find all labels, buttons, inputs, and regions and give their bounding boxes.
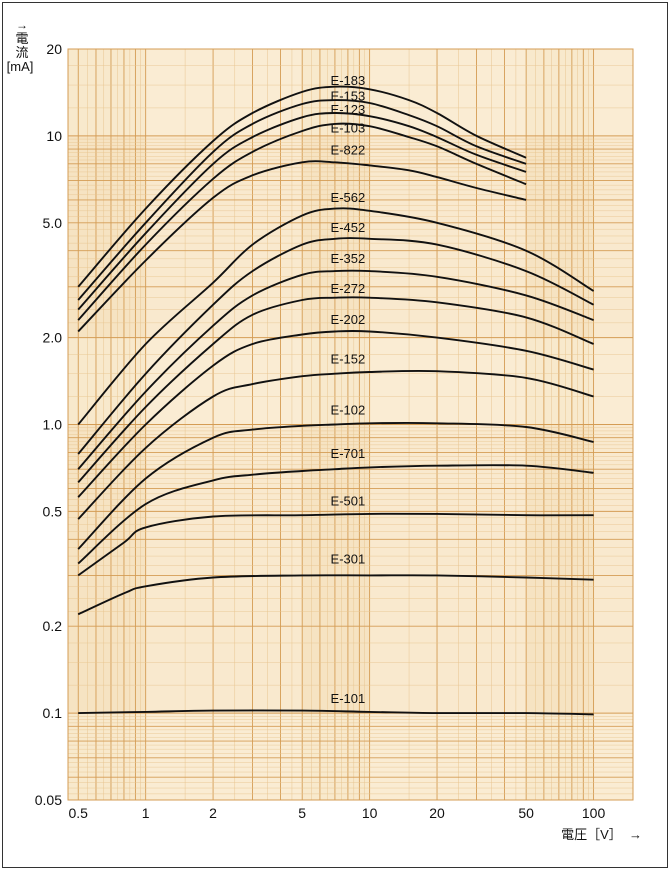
series-label-e-501: E-501 (331, 494, 366, 509)
plot-border (67, 48, 634, 801)
y-tick-label-5: 2.0 (43, 330, 63, 346)
y-axis-unit: [mA] (6, 59, 34, 74)
x-tick-label-7: 100 (582, 805, 606, 821)
y-tick-label-2: 0.2 (43, 618, 63, 634)
y-axis-label-char-2: 流 (15, 45, 29, 60)
series-line-e-701 (77, 464, 594, 565)
series-label-e-101: E-101 (331, 691, 366, 706)
x-tick-label-3: 5 (298, 805, 306, 821)
series-line-e-562 (77, 207, 595, 426)
series-label-e-103: E-103 (331, 121, 366, 136)
tick-label-layer: 0.5 1 2 5 10 20 50 100 0.05 0.1 0.2 0.5 1.0 2.0 5.0 10 2… (35, 41, 606, 821)
series-label-e-183: E-183 (331, 73, 366, 88)
y-tick-label-1: 0.1 (43, 705, 63, 721)
series-label-e-822: E-822 (331, 142, 366, 157)
y-axis-label: → 電 流 [mA] (4, 18, 40, 74)
series-label-e-352: E-352 (331, 251, 366, 266)
y-tick-label-6: 5.0 (43, 215, 63, 231)
x-tick-label-1: 1 (142, 805, 150, 821)
series-line-e-822 (77, 160, 527, 333)
y-tick-label-7: 10 (46, 128, 62, 144)
series-line-e-501 (77, 512, 594, 577)
x-axis-arrow-icon: → (625, 827, 642, 842)
series-label-e-272: E-272 (331, 281, 366, 296)
series-line-e-103 (77, 122, 527, 321)
x-axis-label: 電圧［V］ (561, 827, 622, 842)
x-tick-label-6: 50 (518, 805, 534, 821)
y-tick-label-3: 0.5 (43, 503, 63, 519)
x-tick-label-0: 0.5 (69, 805, 89, 821)
series-line-e-272 (77, 296, 594, 484)
series-label-e-202: E-202 (331, 312, 366, 327)
series-line-e-153 (77, 99, 527, 301)
x-tick-label-2: 2 (209, 805, 217, 821)
series-line-e-352 (77, 269, 594, 470)
y-band-0 (68, 713, 633, 800)
series-label-e-153: E-153 (331, 88, 366, 103)
curve-layer (77, 85, 595, 716)
x-axis-label-block: 電圧［V］ → (561, 824, 642, 843)
series-line-e-123 (77, 112, 527, 311)
series-label-e-102: E-102 (331, 402, 366, 417)
series-line-e-452 (77, 237, 595, 455)
series-line-e-202 (77, 329, 594, 498)
series-line-e-101 (78, 709, 594, 716)
series-label-e-123: E-123 (331, 102, 366, 117)
series-line-e-102 (77, 421, 594, 550)
series-label-e-562: E-562 (331, 190, 366, 205)
series-label-e-701: E-701 (331, 446, 366, 461)
series-label-e-301: E-301 (331, 552, 366, 567)
y-band-2 (68, 49, 633, 136)
series-line-e-152 (77, 369, 594, 520)
y-axis-label-char-1: 電 (15, 31, 29, 46)
x-tick-label-4: 10 (362, 805, 378, 821)
y-tick-label-8: 20 (46, 41, 62, 57)
y-tick-label-0: 0.05 (35, 792, 62, 808)
x-tick-label-5: 20 (429, 805, 445, 821)
y-tick-label-4: 1.0 (43, 417, 63, 433)
series-label-e-152: E-152 (331, 351, 366, 366)
y-axis-arrow-icon: → (16, 18, 28, 32)
series-line-e-301 (77, 574, 594, 616)
series-label-e-452: E-452 (331, 220, 366, 235)
series-line-e-183 (77, 85, 527, 288)
